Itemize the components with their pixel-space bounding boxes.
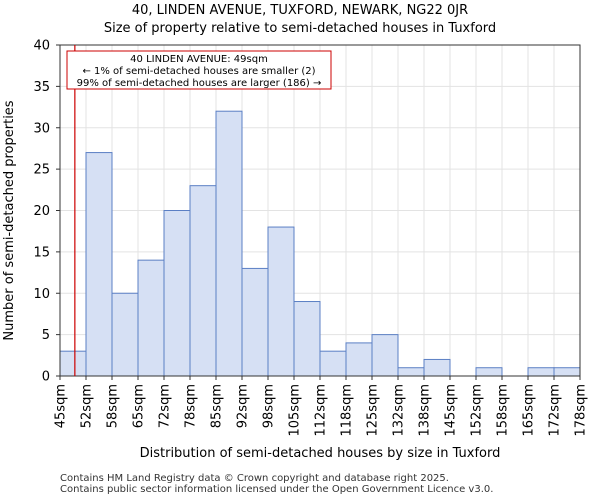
histogram-bar (319, 350, 347, 377)
chart-address-title: 40, LINDEN AVENUE, TUXFORD, NEWARK, NG22… (131, 3, 469, 18)
x-tick-label: 112sqm (314, 384, 329, 437)
y-tick-label: 5 (42, 328, 50, 343)
footer-licence-line: Contains public sector information licen… (60, 484, 494, 495)
x-tick-label: 72sqm (158, 384, 173, 428)
x-tick-label: 85sqm (210, 384, 225, 428)
y-tick-label: 30 (33, 121, 50, 136)
chart-subtitle: Size of property relative to semi-detach… (103, 21, 497, 36)
histogram-bar (85, 152, 113, 377)
x-tick-label: 145sqm (444, 384, 459, 437)
x-tick-label: 65sqm (132, 384, 147, 428)
annotation-line: 99% of semi-detached houses are larger (… (77, 78, 322, 89)
y-tick-label: 15 (33, 245, 50, 260)
x-tick-label: 45sqm (54, 384, 69, 428)
x-tick-label: 92sqm (236, 384, 251, 428)
histogram-bar (345, 342, 373, 377)
histogram-bar (59, 350, 87, 377)
histogram-bar (397, 367, 425, 377)
annotation-box (66, 50, 332, 90)
histogram-bar (423, 358, 451, 377)
y-tick-label: 20 (33, 204, 50, 219)
histogram-bar (527, 367, 555, 377)
histogram-bar (163, 210, 191, 377)
histogram-bar (111, 292, 139, 377)
y-tick-label: 35 (33, 80, 50, 95)
histogram-bar (371, 334, 399, 377)
histogram-bar (189, 185, 217, 377)
y-tick-label: 40 (33, 39, 50, 54)
x-tick-label: 125sqm (366, 384, 381, 437)
x-tick-label: 165sqm (522, 384, 537, 437)
histogram-bar (241, 267, 269, 377)
x-tick-label: 98sqm (262, 384, 277, 428)
y-axis-label: Number of semi-detached properties (2, 100, 17, 340)
x-tick-label: 138sqm (418, 384, 433, 437)
histogram-bar (475, 367, 503, 377)
footer-copyright-line: Contains HM Land Registry data © Crown c… (60, 473, 449, 484)
x-tick-label: 152sqm (470, 384, 485, 437)
annotation-line: 40 LINDEN AVENUE: 49sqm (130, 54, 268, 65)
histogram-bar (137, 259, 165, 377)
histogram-bar (267, 226, 295, 377)
y-tick-label: 0 (42, 370, 50, 385)
histogram-bar (215, 110, 243, 377)
x-tick-label: 118sqm (340, 384, 355, 437)
x-tick-label: 132sqm (392, 384, 407, 437)
x-tick-label: 172sqm (548, 384, 563, 437)
x-tick-label: 52sqm (80, 384, 95, 428)
histogram-bar (553, 367, 581, 377)
x-tick-label: 78sqm (184, 384, 199, 428)
y-tick-label: 10 (33, 287, 50, 302)
x-axis-label: Distribution of semi-detached houses by … (140, 446, 501, 461)
y-tick-label: 25 (33, 163, 50, 178)
histogram-bar (293, 301, 321, 377)
x-tick-label: 158sqm (496, 384, 511, 437)
x-tick-label: 178sqm (574, 384, 589, 437)
x-tick-label: 105sqm (288, 384, 303, 437)
annotation-line: ← 1% of semi-detached houses are smaller… (82, 66, 315, 77)
x-tick-label: 58sqm (106, 384, 121, 428)
